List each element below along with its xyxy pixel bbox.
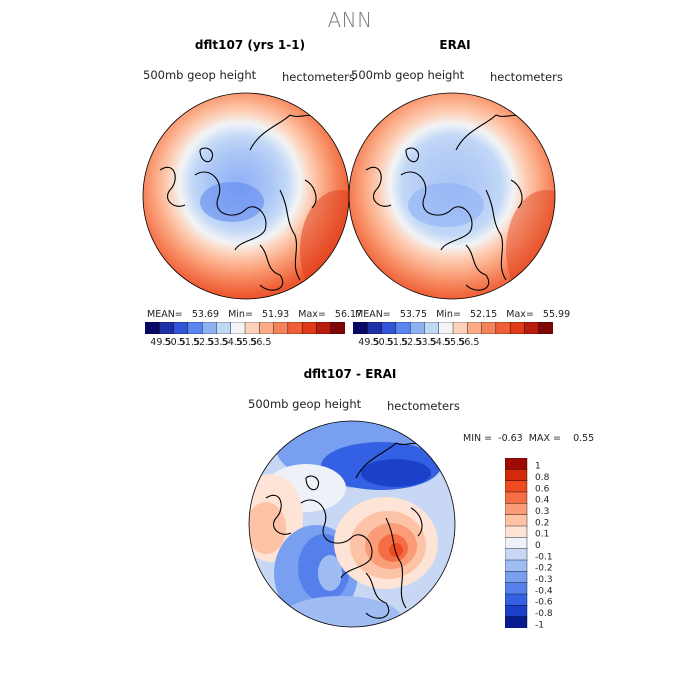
colorbar-tick-label: -0.6 xyxy=(535,598,553,608)
colorbar-tick-label: 1 xyxy=(535,462,541,472)
colorbar-tick-label: 50.5 xyxy=(164,337,186,348)
colorbar-tick-label: 56.5 xyxy=(458,337,480,348)
panel1-variable-label: 500mb geop height xyxy=(143,68,257,82)
panel1-colorbar xyxy=(145,322,345,334)
colorbar-swatch xyxy=(505,525,528,538)
panel2-colorbar xyxy=(353,322,553,334)
colorbar-tick-label: 53.5 xyxy=(207,337,229,348)
colorbar-tick-label: 0.3 xyxy=(535,507,549,517)
colorbar-swatch xyxy=(505,559,528,572)
colorbar-swatch xyxy=(505,571,528,584)
colorbar-tick-label: 49.5 xyxy=(150,337,172,348)
colorbar-tick-label: 53.5 xyxy=(415,337,437,348)
colorbar-swatch xyxy=(509,322,525,334)
colorbar-swatch xyxy=(259,322,275,334)
colorbar-swatch xyxy=(216,322,232,334)
panel2-polar-map xyxy=(348,92,556,300)
panel2-low-center xyxy=(408,183,484,227)
colorbar-swatch xyxy=(505,593,528,606)
colorbar-swatch xyxy=(330,322,345,334)
colorbar-swatch xyxy=(505,503,528,516)
colorbar-tick-label: 0.6 xyxy=(535,484,550,494)
colorbar-swatch xyxy=(524,322,540,334)
colorbar-swatch xyxy=(244,322,260,334)
panel1-colorbar-ticks: 49.5 50.5 51.5 52.5 53.5 54.5 55.5 56.5 xyxy=(145,337,345,351)
colorbar-tick-label: -1 xyxy=(535,620,544,628)
colorbar-tick-label: 54.5 xyxy=(221,337,243,348)
colorbar-swatch xyxy=(187,322,203,334)
colorbar-swatch xyxy=(505,616,528,628)
colorbar-tick-label: 51.5 xyxy=(386,337,408,348)
colorbar-swatch xyxy=(367,322,383,334)
panel3-title: dflt107 - ERAI xyxy=(303,367,397,381)
panel1-stats: MEAN= 53.69 Min= 51.93 Max= 56.17 xyxy=(147,309,363,320)
colorbar-tick-label: -0.3 xyxy=(535,575,553,585)
panel1-low-center xyxy=(200,182,264,222)
panel1-units-label: hectometers xyxy=(282,70,355,84)
colorbar-tick-label: 52.5 xyxy=(193,337,215,348)
colorbar-tick-label: 55.5 xyxy=(444,337,466,348)
colorbar-tick-label: 55.5 xyxy=(236,337,258,348)
colorbar-tick-label: 51.5 xyxy=(178,337,200,348)
colorbar-swatch xyxy=(467,322,483,334)
colorbar-swatch xyxy=(173,322,189,334)
colorbar-tick-label: 0 xyxy=(535,541,541,551)
panel3-units-label: hectometers xyxy=(387,399,460,413)
panel2-title: ERAI xyxy=(439,38,471,52)
figure-suptitle: ANN xyxy=(327,8,373,32)
colorbar-swatch xyxy=(452,322,468,334)
colorbar-tick-label: 0.2 xyxy=(535,518,549,528)
colorbar-swatch xyxy=(409,322,425,334)
colorbar-swatch xyxy=(505,480,528,493)
colorbar-swatch xyxy=(505,582,528,595)
panel3-stats: MIN = -0.63 MAX = 0.55 xyxy=(463,433,595,444)
colorbar-swatch xyxy=(381,322,397,334)
colorbar-swatch xyxy=(316,322,332,334)
panel1-polar-map xyxy=(142,92,350,300)
colorbar-swatch xyxy=(505,469,528,482)
colorbar-swatch xyxy=(145,322,160,334)
colorbar-swatch xyxy=(287,322,303,334)
panel3-variable-label: 500mb geop height xyxy=(248,397,362,411)
colorbar-swatch xyxy=(201,322,217,334)
colorbar-swatch xyxy=(505,514,528,527)
colorbar-swatch xyxy=(505,605,528,618)
panel2-colorbar-ticks: 49.5 50.5 51.5 52.5 53.5 54.5 55.5 56.5 xyxy=(353,337,553,351)
colorbar-tick-label: 0.8 xyxy=(535,473,550,483)
panel1-title: dflt107 (yrs 1-1) xyxy=(194,38,306,52)
colorbar-swatch xyxy=(438,322,454,334)
colorbar-swatch xyxy=(230,322,246,334)
colorbar-swatch xyxy=(505,458,528,470)
colorbar-swatch xyxy=(273,322,289,334)
colorbar-swatch xyxy=(395,322,411,334)
colorbar-tick-label: -0.1 xyxy=(535,552,553,562)
colorbar-tick-label: 52.5 xyxy=(401,337,423,348)
panel2-variable-label: 500mb geop height xyxy=(351,68,465,82)
colorbar-tick-label: -0.4 xyxy=(535,586,553,596)
colorbar-tick-label: 49.5 xyxy=(358,337,380,348)
colorbar-swatch xyxy=(505,548,528,561)
panel3-polar-map xyxy=(248,420,456,628)
colorbar-swatch xyxy=(505,491,528,504)
panel3-colorbar: 10.80.6 0.40.30.2 0.10-0.1 -0.2-0.3-0.4 -0.6… xyxy=(505,458,553,628)
colorbar-swatch xyxy=(301,322,317,334)
colorbar-swatch xyxy=(538,322,553,334)
colorbar-swatch xyxy=(505,537,528,550)
panel2-units-label: hectometers xyxy=(490,70,563,84)
colorbar-tick-label: -0.2 xyxy=(535,564,553,574)
colorbar-tick-label: -0.8 xyxy=(535,609,553,619)
panel2-stats: MEAN= 53.75 Min= 52.15 Max= 55.99 xyxy=(355,309,571,320)
colorbar-tick-label: 50.5 xyxy=(372,337,394,348)
colorbar-tick-label: 54.5 xyxy=(429,337,451,348)
colorbar-swatch xyxy=(159,322,175,334)
colorbar-swatch xyxy=(424,322,440,334)
colorbar-swatch xyxy=(495,322,511,334)
colorbar-swatch xyxy=(353,322,368,334)
colorbar-tick-label: 0.1 xyxy=(535,530,549,540)
colorbar-tick-label: 0.4 xyxy=(535,496,550,506)
colorbar-swatch xyxy=(481,322,497,334)
colorbar-tick-label: 56.5 xyxy=(250,337,272,348)
